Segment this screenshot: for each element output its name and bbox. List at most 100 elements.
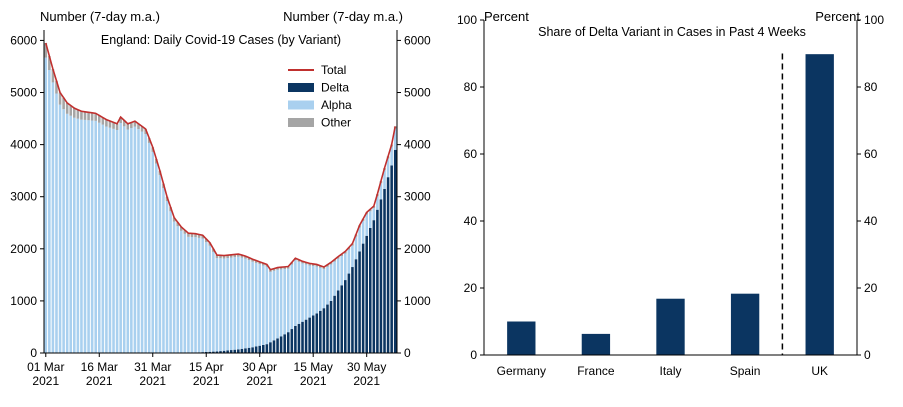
alpha-bar — [94, 120, 97, 353]
delta-bar — [233, 349, 237, 353]
delta-bar — [258, 345, 262, 353]
y-tick-label-right: 20 — [864, 281, 878, 295]
alpha-bar — [48, 70, 51, 353]
delta-bar — [361, 243, 365, 353]
alpha-bar — [62, 109, 65, 353]
alpha-bar — [58, 104, 62, 353]
delta-bar — [294, 325, 297, 353]
alpha-bar — [304, 264, 308, 320]
x-tick-year-label: 2021 — [139, 374, 166, 388]
alpha-bar — [269, 271, 272, 343]
other-bar — [112, 122, 115, 129]
delta-bar — [269, 342, 272, 353]
category-label-spain: Spain — [730, 364, 761, 378]
legend-delta-label: Delta — [321, 81, 349, 95]
alpha-bar — [179, 230, 183, 353]
delta-bar — [304, 319, 308, 353]
alpha-bar — [294, 260, 297, 326]
alpha-bar — [172, 221, 176, 353]
alpha-bar — [393, 128, 397, 150]
x-tick-year-label: 2021 — [246, 374, 273, 388]
alpha-bar — [147, 142, 151, 353]
alpha-bar — [115, 130, 119, 353]
alpha-bar — [90, 120, 94, 353]
x-tick-label: 15 Apr — [189, 360, 224, 374]
alpha-bar — [272, 270, 276, 341]
other-bar — [254, 260, 258, 263]
alpha-bar — [386, 158, 390, 178]
alpha-bar — [351, 245, 354, 268]
alpha-bar — [197, 237, 201, 353]
alpha-bar — [365, 214, 368, 236]
alpha-bar — [187, 236, 190, 353]
alpha-bar — [301, 263, 304, 322]
y-tick-label: 100 — [457, 13, 477, 27]
delta-bar — [254, 346, 258, 353]
alpha-bar — [290, 264, 294, 330]
other-bar — [55, 80, 58, 94]
left-chart-title: England: Daily Covid-19 Cases (by Varian… — [101, 33, 341, 47]
y-tick-label-right: 0 — [864, 348, 871, 362]
other-bar — [179, 226, 183, 231]
y-tick-label: 60 — [464, 147, 478, 161]
y-tick-label: 0 — [30, 346, 37, 360]
delta-bar — [212, 351, 215, 353]
other-bar — [340, 254, 344, 257]
other-bar — [237, 254, 240, 257]
alpha-bar — [144, 133, 147, 353]
alpha-bar — [122, 126, 126, 353]
y-tick-label-right: 80 — [864, 80, 878, 94]
delta-bar — [219, 351, 222, 353]
alpha-bar — [372, 208, 376, 221]
alpha-bar — [119, 123, 122, 353]
alpha-bar — [97, 122, 101, 353]
other-bar — [276, 267, 279, 270]
delta-bar — [393, 149, 397, 353]
alpha-bar — [190, 237, 194, 353]
other-bar — [329, 262, 333, 265]
delta-bar — [340, 285, 344, 353]
alpha-bar — [133, 126, 137, 353]
delta-bar — [390, 165, 393, 353]
other-bar — [62, 97, 65, 110]
alpha-bar — [108, 127, 112, 353]
alpha-bar — [87, 120, 90, 353]
other-bar — [183, 230, 187, 234]
alpha-bar — [140, 131, 144, 353]
other-bar — [130, 122, 133, 129]
y-tick-label-right: 3000 — [404, 190, 431, 204]
alpha-bar — [204, 242, 208, 352]
delta-bar — [265, 344, 269, 353]
y-tick-label-right: 1000 — [404, 294, 431, 308]
other-bar — [101, 117, 105, 125]
alpha-bar — [308, 265, 311, 318]
alpha-bar — [368, 211, 372, 228]
alpha-bar — [65, 113, 69, 354]
y-tick-label: 2000 — [10, 242, 37, 256]
alpha-bar — [215, 258, 219, 352]
other-bar — [219, 255, 222, 259]
delta-bar — [262, 344, 265, 353]
category-label-france: France — [577, 364, 615, 378]
right-y-axis-label: Number (7-day m.a.) — [283, 9, 403, 24]
other-bar — [51, 69, 55, 83]
alpha-bar — [155, 163, 158, 353]
alpha-bar — [322, 269, 326, 309]
right-chart-right-axis-label: Percent — [815, 9, 860, 24]
bar-france — [581, 333, 611, 355]
other-bar — [326, 264, 329, 267]
other-bar — [80, 111, 83, 120]
other-bar — [69, 105, 73, 116]
x-tick-label: 30 May — [347, 360, 386, 374]
other-bar — [187, 233, 190, 237]
other-bar — [251, 259, 254, 262]
alpha-bar — [379, 183, 383, 200]
other-bar — [44, 43, 48, 58]
bar-uk — [805, 54, 834, 356]
y-tick-label: 80 — [464, 80, 478, 94]
other-bar — [94, 113, 97, 121]
other-bar — [336, 256, 340, 259]
other-bar — [301, 261, 304, 264]
alpha-bar — [76, 118, 80, 353]
delta-bar — [372, 220, 376, 353]
